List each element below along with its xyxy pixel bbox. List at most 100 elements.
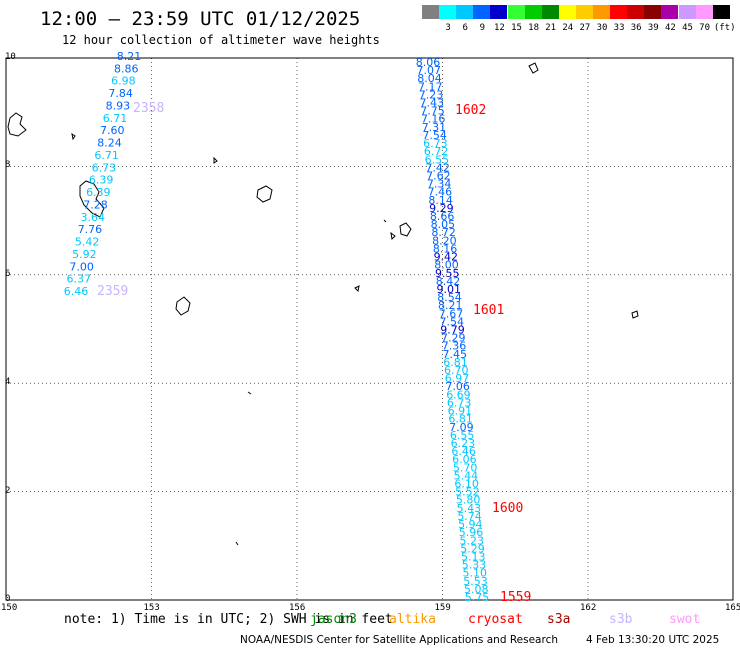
satellite-label-altika: altika [389, 612, 436, 627]
wave-height-value: 5.13 [461, 550, 486, 563]
y-tick-label: 2 [5, 485, 11, 496]
wave-height-value: 6.81 [443, 356, 468, 369]
map-subtitle: 12 hour collection of altimeter wave hei… [62, 33, 380, 47]
legend-swatch [507, 5, 525, 19]
map-title: 12:00 — 23:59 UTC 01/12/2025 [40, 8, 361, 30]
footer-generated-time: 4 Feb 13:30:20 UTC 2025 [586, 634, 720, 646]
pass-time-label: 1559 [500, 590, 532, 605]
island-outline [631, 310, 639, 319]
wave-height-value: 8.66 [430, 210, 455, 223]
wave-height-value: 9.01 [437, 283, 462, 296]
pass-time-label: 2358 [133, 101, 165, 116]
wave-height-value: 7.67 [439, 307, 464, 320]
wave-height-value: 8.16 [433, 242, 458, 255]
wave-height-value: 8.72 [431, 226, 456, 239]
island-outline [528, 62, 539, 74]
wave-height-value: 6.91 [448, 405, 473, 418]
wave-height-value: 7.29 [441, 332, 466, 345]
footer-source: NOAA/NESDIS Center for Satellite Applica… [240, 634, 558, 646]
wave-height-value: 5.96 [459, 526, 484, 539]
wave-height-value: 5.08 [464, 583, 489, 596]
wave-height-value: 7.23 [419, 88, 444, 101]
y-tick-label: 6 [5, 268, 11, 279]
wave-height-value: 8.00 [434, 259, 459, 272]
wave-height-value: 7.46 [428, 186, 453, 199]
wave-height-value: 5.70 [453, 461, 478, 474]
island-outline [79, 180, 105, 218]
legend-swatch [712, 5, 730, 19]
wave-height-value: 7.09 [449, 421, 474, 434]
wave-height-value: 6.71 [94, 149, 119, 162]
pass-time-label: 1602 [455, 103, 487, 118]
wave-height-value: 8.42 [436, 275, 461, 288]
wave-height-value: 8.86 [114, 62, 139, 75]
legend-label: 3 [445, 23, 451, 33]
legend-swatch [524, 5, 542, 19]
note-text: note: 1) Time is in UTC; 2) SWH is in fe… [64, 612, 393, 627]
wave-height-value: 5.43 [457, 502, 482, 515]
legend-label: 9 [479, 23, 485, 33]
wave-height-value: 6.46 [64, 285, 89, 298]
altimeter-track-left: 8.218.866.987.848.936.717.608.246.716.73… [64, 50, 142, 298]
wave-height-value: 7.42 [425, 161, 450, 174]
island-outline [390, 231, 396, 241]
wave-height-value: 7.28 [83, 198, 108, 211]
legend-label: 21 [545, 23, 557, 33]
island-outline [247, 391, 252, 395]
satellite-label-swot: swot [669, 612, 701, 627]
wave-height-value: 7.06 [445, 380, 470, 393]
legend-label: 45 [682, 23, 693, 33]
x-tick-label: 159 [434, 603, 451, 613]
island-outline [213, 156, 218, 164]
wave-height-value: 7.31 [422, 121, 447, 134]
island-outline [256, 185, 273, 203]
wave-height-value: 5.10 [463, 567, 488, 580]
wave-height-value: 5.29 [460, 542, 485, 555]
wave-height-value: 7.16 [421, 113, 446, 126]
x-tick-label: 156 [289, 603, 306, 613]
island-outline [354, 285, 360, 293]
wave-height-value: 7.76 [78, 223, 103, 236]
legend-swatch [661, 5, 679, 19]
wave-height-value: 6.73 [423, 137, 448, 150]
pass-time-label: 1600 [492, 501, 524, 516]
map-frame [5, 57, 734, 601]
legend-label: 15 [511, 23, 522, 33]
y-tick-label: 8 [5, 160, 11, 171]
wave-height-value: 8.04 [417, 72, 442, 85]
legend-label: 18 [528, 23, 540, 33]
legend-swatch [627, 5, 645, 19]
wave-height-value: 5.53 [463, 575, 488, 588]
wave-height-value: 6.55 [425, 153, 450, 166]
legend-swatch [593, 5, 610, 19]
wave-height-value: 6.55 [450, 429, 475, 442]
legend-swatch [695, 5, 713, 19]
wave-height-value: 9.79 [440, 324, 465, 337]
x-tick-label: 153 [143, 603, 160, 613]
wave-height-value: 6.69 [446, 388, 471, 401]
legend-unit: (ft) [713, 23, 736, 33]
wave-height-value: 6.81 [448, 413, 473, 426]
wave-height-value: 8.21 [438, 299, 463, 312]
wave-height-value: 6.39 [89, 174, 114, 187]
pass-time-label: 2359 [97, 284, 129, 299]
wave-height-value: 6.23 [451, 437, 476, 450]
wave-height-value: 9.55 [435, 267, 460, 280]
wave-height-value: 6.46 [451, 445, 476, 458]
wave-height-value: 7.60 [100, 124, 125, 137]
island-outlines [7, 62, 639, 546]
satellite-label-cryosat: cryosat [468, 612, 523, 627]
y-tick-label: 10 [5, 52, 16, 62]
legend-label: 39 [647, 23, 659, 33]
island-outline [7, 112, 27, 137]
wave-height-value: 8.14 [428, 194, 453, 207]
legend-label: 36 [630, 23, 642, 33]
wave-height-value: 7.62 [426, 169, 451, 182]
legend-label: 27 [579, 23, 591, 33]
satellite-label-jason3: jason3 [310, 612, 357, 627]
wave-height-value: 7.00 [69, 260, 94, 273]
satellite-label-s3a: s3a [547, 612, 571, 627]
wave-height-value: 9.29 [429, 202, 454, 215]
legend-label: 24 [562, 23, 574, 33]
